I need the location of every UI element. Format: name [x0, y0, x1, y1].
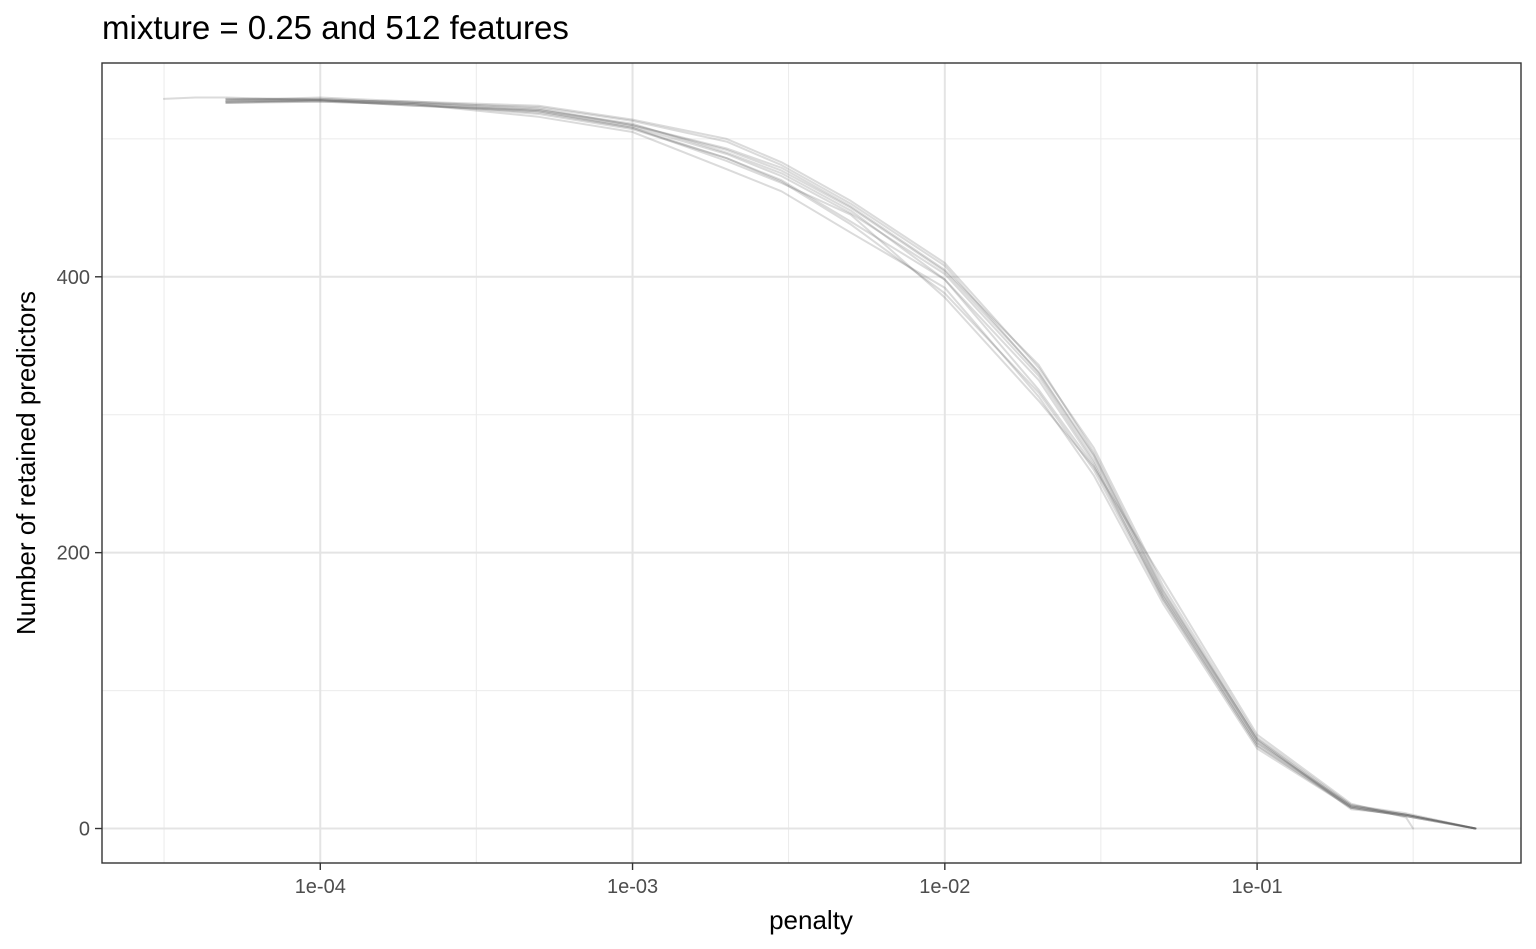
- y-axis-ticks: 0 200 400: [57, 267, 102, 841]
- series-line: [225, 96, 1477, 830]
- x-tick-label: 1e-03: [607, 876, 658, 898]
- y-tick-label: 0: [79, 819, 90, 841]
- series-line: [225, 97, 1477, 830]
- series-line: [163, 96, 1415, 830]
- y-tick-label: 400: [57, 267, 90, 289]
- x-tick-label: 1e-01: [1232, 876, 1283, 898]
- x-axis-ticks: 1e-04 1e-03 1e-02 1e-01: [295, 863, 1283, 898]
- series-line: [225, 100, 1477, 830]
- x-axis-title: penalty: [769, 905, 853, 935]
- series-line: [225, 97, 1477, 830]
- series-layer: [163, 96, 1477, 830]
- y-tick-label: 200: [57, 543, 90, 565]
- series-line: [225, 99, 1477, 830]
- series-line: [225, 97, 1477, 830]
- chart-title: mixture = 0.25 and 512 features: [102, 9, 569, 46]
- minor-grid: [102, 63, 1521, 863]
- y-axis-title: Number of retained predictors: [11, 291, 41, 635]
- series-line: [225, 99, 1477, 830]
- x-tick-label: 1e-02: [919, 876, 970, 898]
- plot-panel-border: [101, 62, 1522, 864]
- series-line: [225, 100, 1477, 830]
- x-tick-label: 1e-04: [295, 876, 346, 898]
- plot-panel-background: [102, 63, 1521, 863]
- series-line: [225, 99, 1477, 830]
- major-grid: [102, 63, 1521, 863]
